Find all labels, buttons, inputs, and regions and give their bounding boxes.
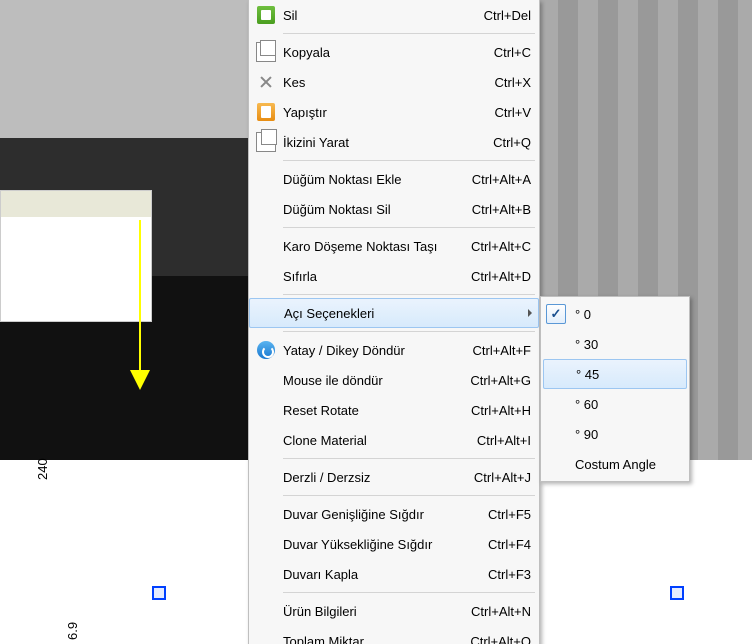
menu-item-cover-wall[interactable]: Duvarı Kapla Ctrl+F3 — [249, 559, 539, 589]
menu-separator — [283, 227, 535, 228]
menu-item-label: Kopyala — [283, 45, 484, 60]
menu-item-label: Reset Rotate — [283, 403, 461, 418]
menu-item-rotate-mouse[interactable]: Mouse ile döndür Ctrl+Alt+G — [249, 365, 539, 395]
menu-separator — [283, 160, 535, 161]
angle-option-label: ° 0 — [569, 307, 681, 322]
menu-item-label: Duvar Yüksekliğine Sığdır — [283, 537, 478, 552]
menu-separator — [283, 294, 535, 295]
menu-item-shortcut: Ctrl+Alt+F — [462, 343, 531, 358]
menu-item-label: İkizini Yarat — [283, 135, 483, 150]
menu-item-delete-node[interactable]: Düğüm Noktası Sil Ctrl+Alt+B — [249, 194, 539, 224]
menu-item-shortcut: Ctrl+F5 — [478, 507, 531, 522]
angle-option-label: ° 60 — [569, 397, 681, 412]
menu-separator — [283, 592, 535, 593]
angle-option-custom[interactable]: Costum Angle — [543, 449, 687, 479]
menu-separator — [283, 458, 535, 459]
menu-item-fit-height[interactable]: Duvar Yüksekliğine Sığdır Ctrl+F4 — [249, 529, 539, 559]
menu-item-shortcut: Ctrl+F3 — [478, 567, 531, 582]
menu-item-label: Düğüm Noktası Ekle — [283, 172, 462, 187]
menu-item-angle-options[interactable]: Açı Seçenekleri — [249, 298, 539, 328]
menu-item-shortcut: Ctrl+F4 — [478, 537, 531, 552]
angle-option-45[interactable]: ° 45 — [543, 359, 687, 389]
angle-option-label: ° 90 — [569, 427, 681, 442]
menu-item-label: Duvarı Kapla — [283, 567, 478, 582]
menu-item-shortcut: Ctrl+Alt+O — [460, 634, 531, 644]
menu-item-delete[interactable]: Sil Ctrl+Del — [249, 0, 539, 30]
menu-item-label: Yatay / Dikey Döndür — [283, 343, 462, 358]
menu-item-shortcut: Ctrl+Alt+B — [462, 202, 531, 217]
menu-item-duplicate[interactable]: İkizini Yarat Ctrl+Q — [249, 127, 539, 157]
menu-item-label: Düğüm Noktası Sil — [283, 202, 462, 217]
angle-option-90[interactable]: ° 90 — [543, 419, 687, 449]
angle-option-30[interactable]: ° 30 — [543, 329, 687, 359]
menu-item-shortcut: Ctrl+Alt+N — [461, 604, 531, 619]
dimension-label-2: 6.9 — [65, 622, 80, 640]
menu-item-label: Duvar Genişliğine Sığdır — [283, 507, 478, 522]
context-menu: Sil Ctrl+Del Kopyala Ctrl+C Kes Ctrl+X Y… — [248, 0, 540, 644]
angle-option-0[interactable]: ✓ ° 0 — [543, 299, 687, 329]
menu-item-product-info[interactable]: Ürün Bilgileri Ctrl+Alt+N — [249, 596, 539, 626]
menu-item-shortcut: Ctrl+X — [485, 75, 531, 90]
menu-item-shortcut: Ctrl+Del — [474, 8, 531, 23]
menu-item-clone-material[interactable]: Clone Material Ctrl+Alt+I — [249, 425, 539, 455]
menu-item-label: Yapıştır — [283, 105, 485, 120]
menu-item-label: Karo Döşeme Noktası Taşı — [283, 239, 461, 254]
menu-item-total-amount[interactable]: Toplam Miktar Ctrl+Alt+O — [249, 626, 539, 644]
menu-item-fit-width[interactable]: Duvar Genişliğine Sığdır Ctrl+F5 — [249, 499, 539, 529]
trash-icon — [257, 6, 275, 24]
menu-item-shortcut: Ctrl+V — [485, 105, 531, 120]
menu-item-label: Sıfırla — [283, 269, 461, 284]
menu-item-shortcut: Ctrl+Alt+A — [462, 172, 531, 187]
menu-item-shortcut: Ctrl+Alt+J — [464, 470, 531, 485]
menu-item-label: Kes — [283, 75, 485, 90]
menu-item-shortcut: Ctrl+Alt+C — [461, 239, 531, 254]
selection-arrow — [120, 220, 160, 420]
menu-separator — [283, 495, 535, 496]
flip-icon — [257, 341, 275, 359]
menu-item-label: Ürün Bilgileri — [283, 604, 461, 619]
menu-item-cut[interactable]: Kes Ctrl+X — [249, 67, 539, 97]
menu-item-shortcut: Ctrl+Q — [483, 135, 531, 150]
menu-item-reset-rotate[interactable]: Reset Rotate Ctrl+Alt+H — [249, 395, 539, 425]
menu-item-move-tile-point[interactable]: Karo Döşeme Noktası Taşı Ctrl+Alt+C — [249, 231, 539, 261]
angle-option-label: ° 45 — [570, 367, 680, 382]
menu-item-shortcut: Ctrl+Alt+D — [461, 269, 531, 284]
menu-item-add-node[interactable]: Düğüm Noktası Ekle Ctrl+Alt+A — [249, 164, 539, 194]
dimension-label-1: 240 — [35, 458, 50, 480]
menu-item-paste[interactable]: Yapıştır Ctrl+V — [249, 97, 539, 127]
menu-item-shortcut: Ctrl+Alt+I — [467, 433, 531, 448]
menu-item-label: Sil — [283, 8, 474, 23]
menu-item-label: Clone Material — [283, 433, 467, 448]
angle-option-label: ° 30 — [569, 337, 681, 352]
menu-item-shortcut: Ctrl+C — [484, 45, 531, 60]
selection-handle[interactable] — [152, 586, 166, 600]
check-icon: ✓ — [546, 304, 566, 324]
menu-item-label: Mouse ile döndür — [283, 373, 460, 388]
copy-icon — [256, 42, 276, 62]
menu-item-flip[interactable]: Yatay / Dikey Döndür Ctrl+Alt+F — [249, 335, 539, 365]
menu-separator — [283, 331, 535, 332]
menu-item-shortcut: Ctrl+Alt+H — [461, 403, 531, 418]
submenu-arrow-icon — [528, 309, 532, 317]
menu-separator — [283, 33, 535, 34]
angle-option-60[interactable]: ° 60 — [543, 389, 687, 419]
menu-item-label: Derzli / Derzsiz — [283, 470, 464, 485]
menu-item-copy[interactable]: Kopyala Ctrl+C — [249, 37, 539, 67]
angle-option-label: Costum Angle — [569, 457, 681, 472]
menu-item-label: Açı Seçenekleri — [284, 306, 520, 321]
menu-item-reset[interactable]: Sıfırla Ctrl+Alt+D — [249, 261, 539, 291]
duplicate-icon — [256, 132, 276, 152]
menu-item-label: Toplam Miktar — [283, 634, 460, 644]
paste-icon — [257, 103, 275, 121]
cut-icon — [257, 73, 275, 91]
selection-handle[interactable] — [670, 586, 684, 600]
angle-submenu: ✓ ° 0 ° 30 ° 45 ° 60 ° 90 Costum Angle — [540, 296, 690, 482]
menu-item-grout[interactable]: Derzli / Derzsiz Ctrl+Alt+J — [249, 462, 539, 492]
menu-item-shortcut: Ctrl+Alt+G — [460, 373, 531, 388]
